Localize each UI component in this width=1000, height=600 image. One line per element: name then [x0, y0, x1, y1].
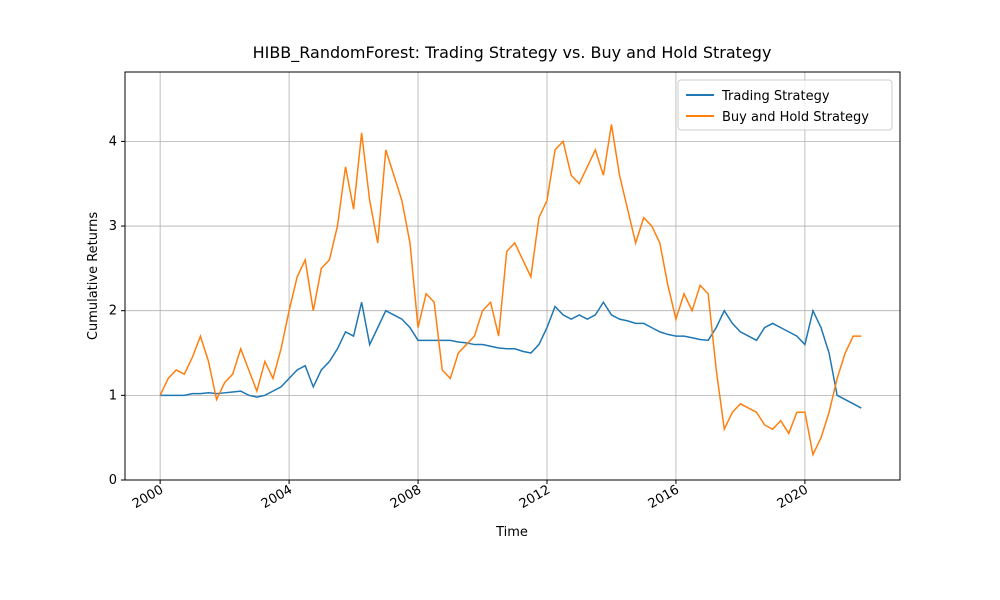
y-axis-label: Cumulative Returns [86, 212, 101, 340]
legend-label: Buy and Hold Strategy [722, 110, 869, 125]
x-tick-label: 2016 [646, 482, 682, 512]
legend-box [677, 79, 893, 131]
x-tick-label: 2004 [259, 482, 295, 512]
series-line [159, 124, 862, 458]
plot-frame [124, 71, 901, 481]
x-tick-label: 2012 [517, 482, 553, 512]
y-tick-label: 4 [109, 134, 117, 149]
x-tick-label: 2008 [388, 482, 424, 512]
y-tick-label: 2 [109, 304, 117, 319]
y-tick-label: 3 [109, 219, 117, 234]
x-tick-label: 2020 [775, 482, 811, 512]
series-line [160, 300, 862, 409]
y-tick-label: 0 [109, 473, 117, 488]
x-tick-label: 2000 [130, 482, 166, 512]
y-tick-label: 1 [109, 388, 117, 403]
chart-title: HIBB_RandomForest: Trading Strategy vs. … [253, 43, 772, 63]
x-axis-label: Time [495, 525, 528, 540]
legend-label: Trading Strategy [721, 89, 830, 104]
